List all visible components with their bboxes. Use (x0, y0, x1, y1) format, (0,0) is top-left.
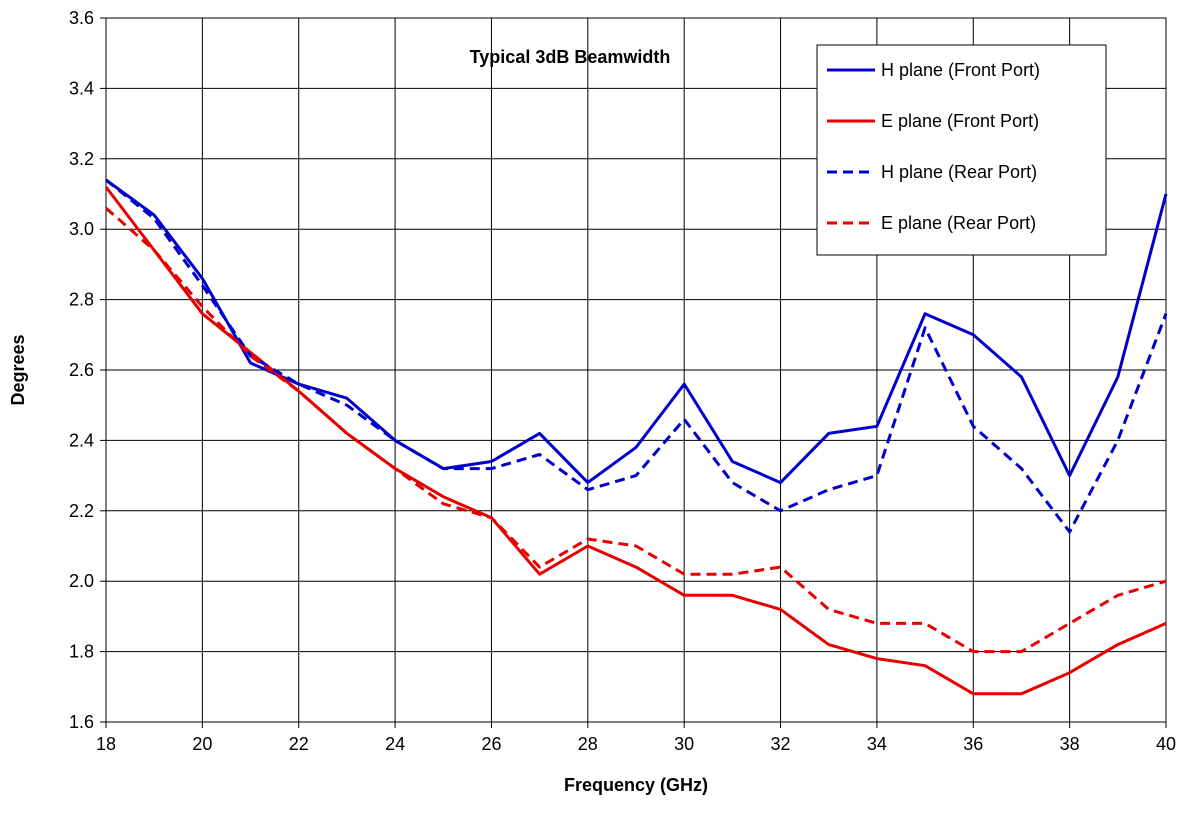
y-tick-label: 3.0 (69, 219, 94, 239)
x-tick-label: 24 (385, 734, 405, 754)
y-tick-label: 2.2 (69, 501, 94, 521)
series-lines (104, 178, 1168, 696)
x-tick-label: 22 (289, 734, 309, 754)
legend-label-3: E plane (Rear Port) (881, 213, 1036, 233)
x-tick-label: 40 (1156, 734, 1176, 754)
legend-label-2: H plane (Rear Port) (881, 162, 1037, 182)
y-axis-title: Degrees (8, 334, 28, 405)
series-line-3 (105, 206, 1167, 654)
x-tick-label: 38 (1060, 734, 1080, 754)
y-tick-label: 2.6 (69, 360, 94, 380)
y-tick-label: 3.6 (69, 8, 94, 28)
x-tick-label: 18 (96, 734, 116, 754)
x-tick-label: 34 (867, 734, 887, 754)
legend-box (816, 44, 1107, 256)
x-tick-label: 36 (963, 734, 983, 754)
y-tick-label: 2.0 (69, 571, 94, 591)
legend-label-0: H plane (Front Port) (881, 60, 1040, 80)
x-tick-label: 20 (192, 734, 212, 754)
axis-ticks: 18 20 22 24 26 28 30 32 34 36 38 40 1.6 1.8 2.0 2.2 2.4 2… (69, 8, 1176, 754)
y-tick-label: 2.8 (69, 290, 94, 310)
y-tick-label: 3.4 (69, 78, 94, 98)
legend-label-1: E plane (Front Port) (881, 111, 1039, 131)
chart-title: Typical 3dB Beamwidth (470, 47, 671, 67)
x-tick-label: 26 (481, 734, 501, 754)
y-tick-label: 3.2 (69, 149, 94, 169)
x-tick-label: 32 (771, 734, 791, 754)
x-axis-title: Frequency (GHz) (564, 775, 708, 795)
x-tick-label: 28 (578, 734, 598, 754)
legend: H plane (Front Port) E plane (Front Port)… (816, 44, 1107, 256)
x-tick-label: 30 (674, 734, 694, 754)
y-tick-label: 1.6 (69, 712, 94, 732)
y-tick-label: 2.4 (69, 430, 94, 450)
series-line-2 (105, 178, 1168, 534)
y-tick-label: 1.8 (69, 642, 94, 662)
